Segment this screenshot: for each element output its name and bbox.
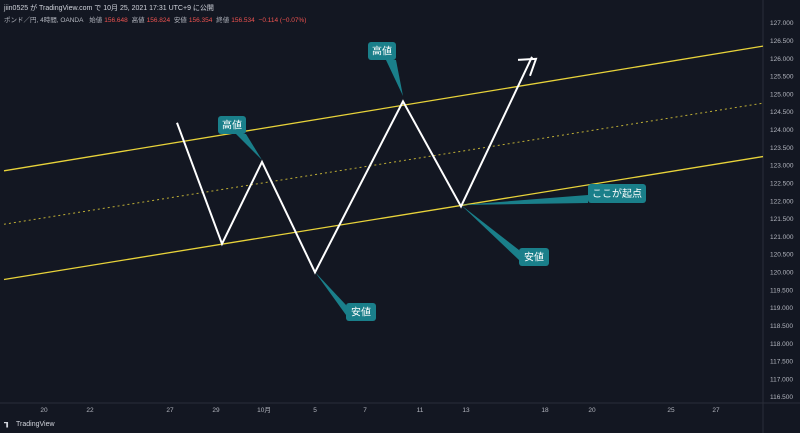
channel-middle-line	[3, 102, 764, 225]
price-tick-label: 125.500	[770, 74, 794, 81]
callout-box	[346, 303, 376, 321]
time-tick-label: 25	[667, 407, 675, 414]
zigzag-path	[176, 56, 533, 275]
callout-box	[368, 42, 396, 60]
price-tick-label: 117.500	[770, 359, 793, 366]
callout-pointer	[236, 134, 262, 160]
channel-upper-line	[3, 45, 764, 172]
price-tick-label: 124.000	[770, 127, 794, 134]
price-tick-label: 120.500	[770, 252, 794, 259]
callout-pointer	[315, 272, 346, 315]
price-tick-label: 119.500	[770, 287, 793, 294]
price-tick-label: 124.500	[770, 109, 794, 116]
callout-label: 安値	[524, 251, 544, 264]
close-label: 終値	[216, 17, 230, 24]
price-tick-label: 123.000	[770, 163, 794, 170]
price-tick-label: 120.000	[770, 270, 794, 277]
time-tick-label: 13	[462, 407, 470, 414]
time-tick-label: 11	[417, 407, 424, 414]
price-tick-label: 119.000	[770, 305, 793, 312]
trend-channel	[3, 45, 764, 281]
time-tick-label: 18	[541, 407, 549, 414]
drawn-path-layer	[176, 56, 538, 275]
price-tick-label: 122.500	[770, 180, 794, 187]
brand-label: TradingView	[16, 421, 55, 428]
callout-pointer	[386, 60, 403, 96]
callout-box	[519, 248, 549, 266]
symbol-name: ポンド／円, 4時間, OANDA	[4, 17, 84, 24]
callout-pointer	[461, 195, 588, 205]
footer-brand[interactable]: TradingView	[4, 421, 55, 428]
callout-label: 高値	[372, 45, 392, 58]
callout-box	[588, 184, 646, 203]
arrow-head	[517, 57, 538, 77]
price-tick-label: 125.000	[770, 91, 794, 98]
tradingview-logo-icon	[4, 421, 9, 428]
price-tick-label: 121.500	[770, 216, 794, 223]
time-tick-label: 22	[86, 407, 94, 414]
time-tick-label: 5	[313, 407, 317, 414]
price-tick-label: 118.500	[770, 323, 793, 330]
callout-label: 安値	[351, 306, 371, 319]
open-value: 156.648	[104, 17, 128, 24]
time-tick-label: 10月	[257, 406, 271, 414]
time-tick-label: 29	[212, 407, 220, 414]
low-value: 156.354	[188, 17, 213, 24]
callout-label: ここが起点	[592, 187, 642, 200]
close-value: 156.534	[231, 17, 255, 24]
time-axis: 20 22 27 29 10月 5 7 11 13 18 20 25 27	[40, 406, 720, 414]
callout-pointer	[461, 205, 519, 260]
callout-label: 高値	[222, 119, 242, 132]
publish-info: jiin0525 が TradingView.com で 10月 25, 202…	[4, 5, 214, 12]
symbol-info: ポンド／円, 4時間, OANDA 始値 156.648 高値 156.824 安値…	[4, 14, 308, 24]
price-tick-label: 121.000	[770, 234, 794, 241]
price-tick-label: 127.000	[770, 20, 794, 27]
price-axis: 127.000 126.500 126.000 125.500 125.000 124.5…	[770, 20, 794, 401]
time-tick-label: 20	[40, 407, 48, 414]
time-tick-label: 7	[363, 407, 367, 414]
callout-box	[218, 116, 246, 134]
price-tick-label: 116.500	[770, 394, 793, 401]
price-tick-label: 122.000	[770, 198, 794, 205]
low-label: 安値	[173, 17, 187, 24]
high-value: 156.824	[146, 17, 171, 24]
time-tick-label: 20	[588, 407, 596, 414]
price-tick-label: 123.500	[770, 145, 794, 152]
time-tick-label: 27	[166, 407, 174, 414]
time-tick-label: 27	[712, 407, 720, 414]
price-tick-label: 117.000	[770, 376, 793, 383]
price-tick-label: 126.500	[770, 38, 794, 45]
change-value: −0.114 (−0.07%)	[258, 17, 307, 24]
price-tick-label: 118.000	[770, 341, 793, 348]
channel-lower-line	[3, 155, 764, 281]
price-tick-label: 126.000	[770, 56, 794, 63]
open-label: 始値	[89, 17, 103, 24]
high-label: 高値	[131, 17, 145, 24]
